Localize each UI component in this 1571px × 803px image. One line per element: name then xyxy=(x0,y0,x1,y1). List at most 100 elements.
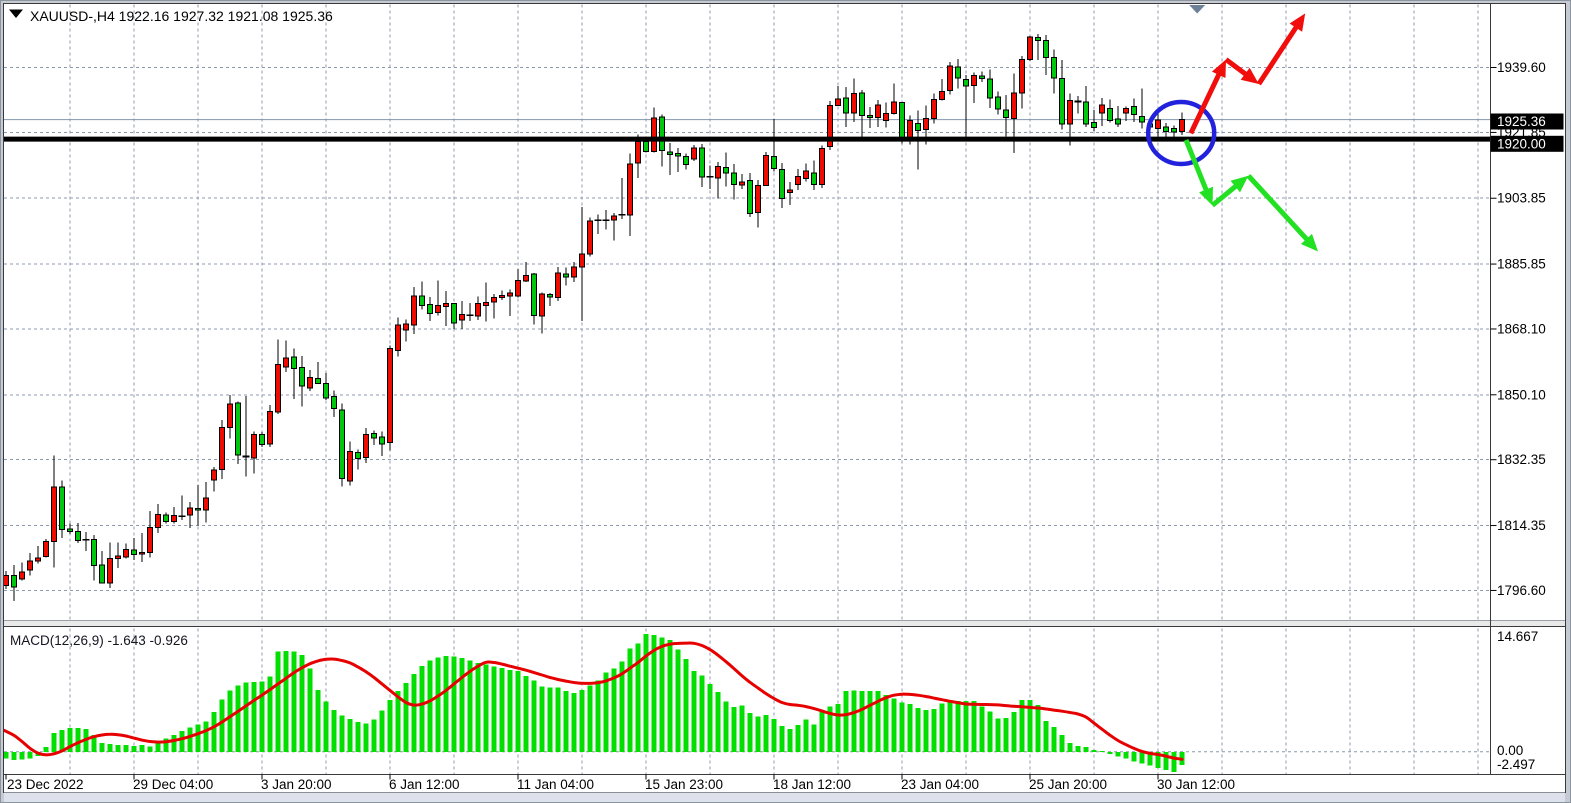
candle xyxy=(979,71,985,82)
bullish-scenario-arrow[interactable] xyxy=(1188,71,1223,135)
candle-body-up xyxy=(1155,119,1161,130)
candle xyxy=(435,280,441,316)
macd-hist-bar xyxy=(515,671,521,752)
chart-shift-marker[interactable] xyxy=(1189,5,1206,14)
macd-hist-bar xyxy=(427,660,433,752)
candle-body-down xyxy=(299,366,305,387)
candle xyxy=(59,480,65,539)
candle-body-down xyxy=(1083,101,1089,125)
candle-body-up xyxy=(875,104,881,118)
macd-hist-bar xyxy=(667,640,673,752)
macd-hist-bar xyxy=(1163,751,1169,770)
macd-hist-bar xyxy=(443,655,449,752)
price-label: 1832.35 xyxy=(1497,452,1546,467)
candle-body-up xyxy=(827,105,833,147)
candle xyxy=(515,268,521,298)
candle-body-up xyxy=(755,184,761,214)
price-axis[interactable]: 1939.601921.851903.851885.851868.101850.… xyxy=(1490,60,1564,772)
macd-hist-bar xyxy=(603,672,609,752)
candle-body-down xyxy=(235,402,241,456)
candle-body-down xyxy=(1163,126,1169,132)
time-label: 29 Dec 04:00 xyxy=(133,777,213,792)
macd-hist-bar xyxy=(571,692,577,752)
macd-hist-bar xyxy=(827,706,833,752)
macd-hist-bar xyxy=(643,633,649,752)
candle xyxy=(523,261,529,282)
macd-indicator-label: MACD(12,26,9) -1.643 -0.926 xyxy=(10,633,188,648)
candle xyxy=(19,562,25,581)
pane-separator[interactable] xyxy=(4,621,1565,626)
macd-hist-bar xyxy=(1011,712,1017,752)
macd-hist-bar xyxy=(987,711,993,752)
symbol-dropdown-icon[interactable] xyxy=(9,9,23,19)
macd-hist-bar xyxy=(619,661,625,752)
bearish-scenario-arrow[interactable] xyxy=(1183,138,1210,194)
candle xyxy=(843,86,849,127)
macd-hist-bar xyxy=(339,715,345,752)
hline-price-box xyxy=(1490,135,1564,152)
candle xyxy=(107,542,113,589)
candle xyxy=(451,302,457,330)
candle-body-up xyxy=(43,540,49,557)
macd-hist-bar xyxy=(1027,700,1033,752)
candle xyxy=(1003,95,1009,137)
bullish-scenario-arrow[interactable] xyxy=(1256,23,1300,86)
macd-hist-bar xyxy=(483,664,489,752)
candle xyxy=(875,100,881,127)
macd-hist-bar xyxy=(723,701,729,752)
candle xyxy=(731,163,737,200)
candle xyxy=(171,507,177,524)
macd-hist-bar xyxy=(707,683,713,752)
macd-hist-bar xyxy=(1003,717,1009,752)
bearish-scenario-arrow-head[interactable] xyxy=(1199,186,1213,206)
macd-hist-bar xyxy=(203,721,209,752)
time-axis[interactable]: 23 Dec 2022 29 Dec 04:00 3 Jan 20:00 6 Jan … xyxy=(5,774,1235,793)
candle xyxy=(1099,98,1105,127)
candle xyxy=(547,292,553,306)
bullish-scenario-arrow[interactable] xyxy=(1224,57,1250,78)
candle-body-up xyxy=(515,279,521,297)
macd-hist-bar xyxy=(347,718,353,752)
candle-body-up xyxy=(155,513,161,529)
candle-body-up xyxy=(51,486,57,542)
candle xyxy=(675,147,681,173)
macd-hist-bar xyxy=(531,680,537,752)
bullish-scenario-arrow-head[interactable] xyxy=(1211,59,1226,79)
bearish-scenario-arrow[interactable] xyxy=(1246,174,1311,243)
candle xyxy=(579,207,585,322)
macd-hist-bar xyxy=(563,691,569,752)
macd-scale-max: 14.667 xyxy=(1497,629,1538,644)
candle xyxy=(491,294,497,319)
bearish-scenario-arrow-head[interactable] xyxy=(1230,175,1249,193)
macd-hist-bar xyxy=(291,651,297,752)
macd-hist-bar xyxy=(11,751,17,760)
candle xyxy=(602,209,610,230)
candle xyxy=(67,523,73,535)
candle-body-down xyxy=(1059,78,1065,125)
bearish-scenario-arrow[interactable] xyxy=(1210,182,1240,208)
candle xyxy=(1179,112,1185,136)
candle-body-up xyxy=(491,296,497,303)
bearish-scenario-arrow-head[interactable] xyxy=(1300,233,1318,252)
macd-hist-bar xyxy=(939,703,945,752)
candle-body-up xyxy=(1179,119,1185,132)
candle xyxy=(1163,123,1169,138)
candle xyxy=(531,272,537,325)
candle-body-down xyxy=(1131,105,1137,116)
candle xyxy=(851,78,857,122)
bullish-scenario-arrow-head[interactable] xyxy=(1240,67,1259,84)
candle xyxy=(1019,56,1025,109)
macd-hist-bar xyxy=(843,691,849,752)
bullish-scenario-arrow-head[interactable] xyxy=(1289,13,1306,32)
macd-hist-bar xyxy=(763,715,769,752)
candle-body-up xyxy=(971,75,977,86)
candle-body-down xyxy=(1051,56,1057,79)
macd-hist-bar xyxy=(155,741,161,752)
candle-body-down xyxy=(331,395,337,410)
trade-zone-circle[interactable] xyxy=(1145,99,1217,167)
candle xyxy=(307,370,313,391)
candle-body-up xyxy=(579,253,585,268)
macd-hist-bar xyxy=(403,683,409,752)
candle-body-down xyxy=(723,167,729,174)
annotations-layer xyxy=(1145,13,1318,252)
